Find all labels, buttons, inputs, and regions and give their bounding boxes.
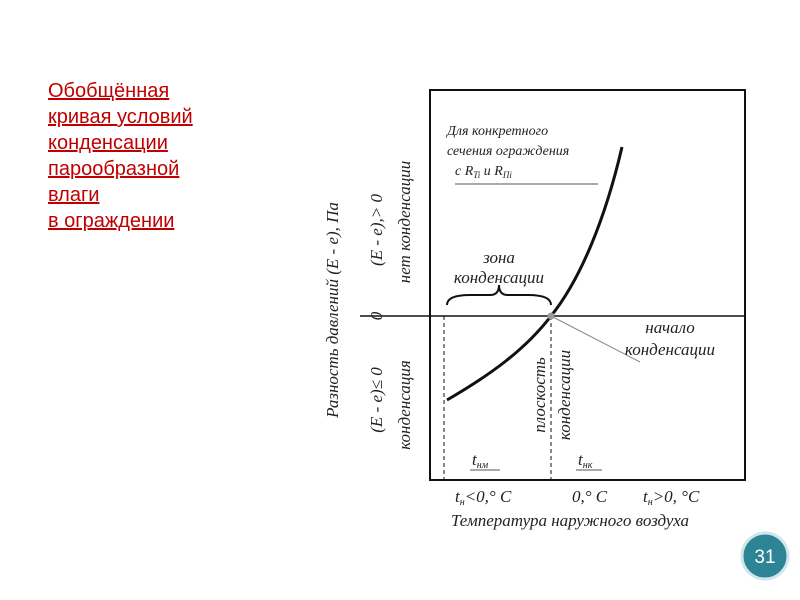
slide-title: Обобщённая кривая условий конденсации па…: [48, 78, 193, 234]
t: t: [578, 450, 584, 469]
subscript: н: [648, 497, 653, 508]
note-part: и R: [480, 164, 503, 179]
t-nm: tнм: [472, 450, 489, 471]
subscript: нк: [583, 460, 593, 471]
region-label: нет конденсации: [395, 161, 414, 283]
zone-label: зона: [482, 248, 515, 267]
zero-label: 0: [367, 311, 386, 320]
title-line: конденсации: [48, 132, 168, 154]
start-label: конденсации: [625, 340, 715, 359]
y-axis-label: Разность давлений (Е - е), Па: [323, 202, 342, 419]
x-axis-label: Температура наружного воздуха: [451, 511, 689, 530]
x-label: tн<0,° C: [455, 487, 512, 508]
plane-label: плоскость: [530, 357, 549, 433]
x-label-rest: <0,° C: [465, 487, 512, 506]
leader-line: [550, 315, 641, 363]
brace: [446, 284, 552, 306]
title-line: парообразной: [48, 158, 180, 180]
t: t: [643, 487, 649, 506]
x-label-rest: >0, °C: [653, 487, 700, 506]
region-label: (Е - е),> 0: [367, 194, 386, 266]
x-label: tн>0, °C: [643, 487, 700, 508]
x-label: 0,° C: [572, 487, 608, 506]
note-part: с R: [455, 164, 474, 179]
start-label: начало: [645, 318, 694, 337]
subscript: Пi: [502, 170, 512, 180]
note: сечения ограждения: [447, 144, 569, 159]
zone-label: конденсации: [454, 268, 544, 287]
title-line: кривая условий: [48, 106, 193, 128]
region-label: (Е - е)≤ 0: [367, 367, 386, 433]
note: с RTi и RПi: [455, 164, 512, 180]
t: t: [455, 487, 461, 506]
t: t: [472, 450, 478, 469]
title-line: в ограждении: [48, 210, 175, 232]
plane-label: конденсации: [555, 350, 574, 440]
subscript: н: [460, 497, 465, 508]
title-line: Обобщённая: [48, 80, 170, 102]
frame: [429, 89, 746, 481]
note: Для конкретного: [445, 124, 548, 139]
t-nk: tнк: [578, 450, 593, 471]
title-line: влаги: [48, 184, 100, 206]
region-label: конденсация: [395, 360, 414, 450]
subscript: Ti: [473, 170, 481, 180]
point: [547, 312, 555, 320]
page-number: 31: [754, 547, 775, 568]
page-badge: [740, 531, 790, 581]
subscript: нм: [477, 460, 489, 471]
